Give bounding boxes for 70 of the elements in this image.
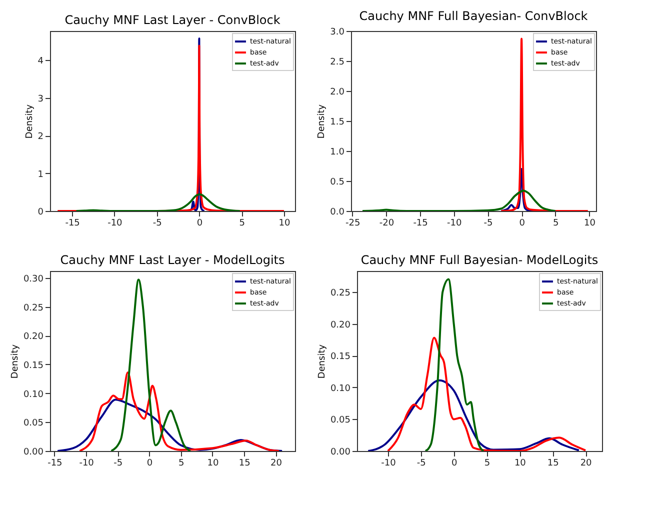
line-series [78,372,280,451]
y-tick-label: 1.0 [330,148,345,158]
line-series [367,379,580,451]
x-tick-label: -15 [413,218,428,228]
y-tick-label: 3 [38,94,44,104]
y-tick-label: 4 [38,56,44,67]
y-tick-label: 0.20 [330,320,351,330]
y-tick-label: 0.5 [330,178,344,188]
y-tick-label: 2 [38,132,44,142]
x-tick-label: -5 [484,218,493,228]
x-tick-label: -10 [79,458,94,468]
x-tick-label: 10 [514,458,526,468]
y-tick-label: 0.05 [23,418,44,429]
y-tick-label: 0.0 [330,208,345,218]
chart-title: Cauchy MNF Last Layer - ModelLogits [60,253,285,267]
x-tick-label: -15 [48,458,62,468]
x-tick-label: 20 [270,458,282,468]
x-tick-label: -10 [108,218,123,228]
line-series [424,278,484,451]
y-tick-label: 3.0 [330,28,345,38]
line-series [56,398,284,451]
y-tick-label: 0.15 [23,360,44,371]
x-tick-label: -5 [152,218,162,228]
x-tick-label: 0 [196,218,203,228]
y-tick-label: 0.05 [330,416,350,426]
y-axis-title: Density [317,104,328,139]
y-tick-label: 0.00 [330,448,351,458]
x-tick-label: 0 [519,218,526,228]
x-tick-label: 0 [146,458,153,468]
y-tick-label: 1.5 [330,118,344,128]
y-tick-label: 0.10 [23,390,44,400]
line-series [386,336,587,451]
x-tick-label: 10 [207,458,219,468]
chart-title: Cauchy MNF Full Bayesian- ConvBlock [359,9,588,23]
y-tick-label: 0.25 [330,288,350,298]
chart-title: Cauchy MNF Last Layer - ConvBlock [64,13,280,27]
x-tick-label: 5 [553,218,559,228]
x-tick-label: 5 [178,458,184,468]
x-tick-label: -5 [114,458,123,468]
x-tick-label: 10 [278,218,290,228]
y-tick-label: 1 [38,170,44,180]
x-tick-label: -20 [379,218,394,228]
x-tick-label: -10 [381,458,396,468]
x-tick-label: 10 [584,218,596,228]
y-tick-label: 0 [38,208,44,218]
x-tick-label: 5 [484,458,490,468]
y-tick-label: 0.15 [330,352,350,362]
x-tick-label: 15 [238,458,250,468]
x-tick-label: 20 [580,458,592,468]
chart-title: Cauchy MNF Full Bayesian- ModelLogits [360,253,598,267]
x-tick-label: -5 [416,458,426,468]
x-tick-label: -15 [65,218,80,228]
y-tick-label: 0.10 [330,384,351,394]
y-axis-title: Density [317,344,328,379]
y-tick-label: 0.20 [23,332,44,342]
line-series [362,190,556,211]
y-axis-title: Density [10,344,20,379]
y-tick-label: 0.00 [23,448,44,458]
y-axis-title: Density [24,104,35,139]
line-series [110,278,192,451]
line-series [75,193,241,211]
x-tick-label: -25 [346,218,360,228]
y-tick-label: 0.25 [23,303,44,314]
x-tick-label: 15 [547,458,559,468]
y-tick-label: 2.0 [330,88,345,98]
x-tick-label: 5 [239,218,245,228]
y-tick-label: 2.5 [330,58,344,68]
y-tick-label: 0.30 [23,274,44,284]
x-tick-label: 0 [451,458,458,468]
x-tick-label: -10 [447,218,462,228]
